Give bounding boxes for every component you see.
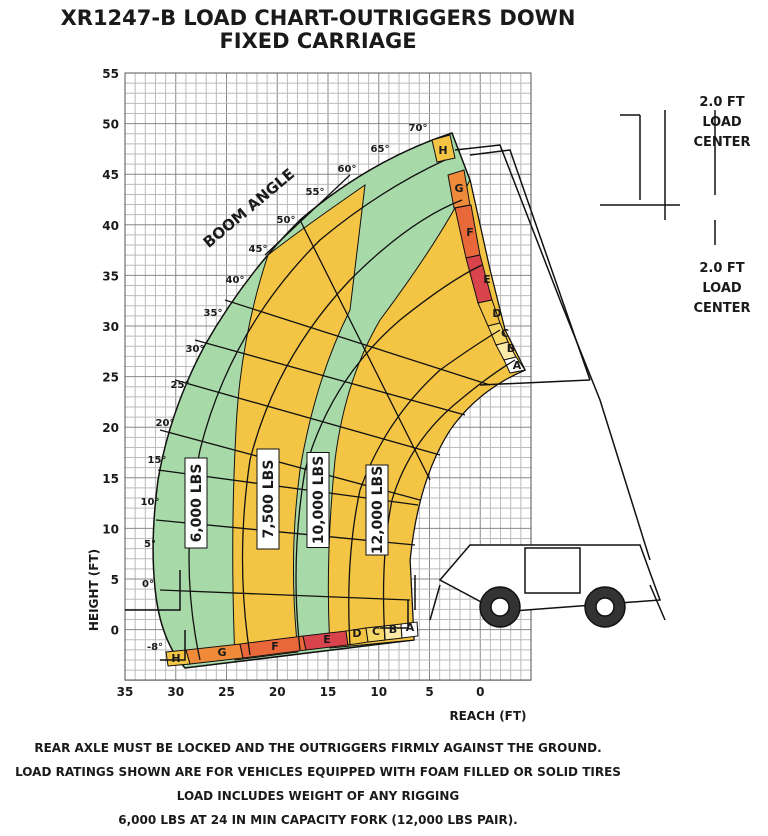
boom-angle: 35° (204, 308, 223, 319)
y-tick-label: 0 (111, 624, 119, 638)
load-label: 6,000 LBS (189, 464, 205, 543)
zone-letter: A (406, 621, 415, 634)
load-box (256, 448, 280, 550)
y-axis-label: HEIGHT (FT) (87, 549, 101, 631)
zone-letter: D (352, 627, 361, 640)
boom-angle: 70° (409, 123, 428, 134)
boom-angle: 40° (226, 275, 245, 286)
zone-strips (165, 134, 526, 667)
y-tick-label: 25 (102, 371, 119, 385)
y-tick-label: 10 (102, 522, 119, 536)
note: REAR AXLE MUST BE LOCKED AND THE OUTRIGG… (34, 741, 601, 755)
zone-letter: G (454, 182, 463, 195)
load-label: 10,000 LBS (311, 456, 327, 545)
load-center-label: LOAD (702, 281, 742, 296)
x-tick-label: 0 (476, 685, 484, 699)
boom-angle: 55° (306, 187, 325, 198)
title: FIXED CARRIAGE (219, 29, 416, 53)
load-box (365, 464, 389, 556)
boom-angle: 10° (141, 497, 160, 508)
title: XR1247-B LOAD CHART-OUTRIGGERS DOWN (61, 6, 576, 30)
load-center-label: LOAD (702, 115, 742, 130)
zone-letter: C (501, 327, 509, 340)
x-tick-label: 20 (269, 685, 286, 699)
y-tick-label: 40 (102, 219, 119, 233)
note: LOAD INCLUDES WEIGHT OF ANY RIGGING (177, 789, 459, 803)
load-center-label: CENTER (693, 301, 750, 316)
zone-letter: F (271, 640, 279, 653)
zone-letter: E (483, 273, 491, 286)
y-tick-label: 55 (102, 67, 119, 81)
load-box (184, 457, 208, 549)
load-label: 12,000 LBS (370, 466, 386, 555)
boom-angle: 65° (371, 144, 390, 155)
x-tick-label: 35 (117, 685, 134, 699)
x-tick-label: 10 (370, 685, 387, 699)
boom-angle: 0° (142, 579, 154, 590)
boom-angle: 60° (338, 164, 357, 175)
plot-frame (124, 72, 532, 681)
y-tick-label: 30 (102, 320, 119, 334)
zone-letter: H (171, 652, 180, 665)
zone-letter: B (389, 623, 397, 636)
boom-angle: 50° (277, 215, 296, 226)
load-center-label: 2.0 FT (699, 261, 744, 276)
zone-letter: H (438, 144, 447, 157)
x-tick-label: 15 (320, 685, 337, 699)
zone-letter: B (507, 342, 515, 355)
note: LOAD RATINGS SHOWN ARE FOR VEHICLES EQUI… (15, 765, 621, 779)
zone-letter: F (466, 226, 474, 239)
y-tick-label: 20 (102, 421, 119, 435)
boom-angle: 25° (171, 380, 190, 391)
machine (125, 110, 716, 661)
y-tick-label: 45 (102, 168, 119, 182)
x-tick-label: 30 (167, 685, 184, 699)
load-center-label: CENTER (693, 135, 750, 150)
zone-letter: C (372, 625, 380, 638)
boom-angle: 45° (249, 244, 268, 255)
zone-letter: E (323, 633, 331, 646)
x-axis-label: REACH (FT) (449, 709, 526, 723)
zone-letter: G (217, 646, 226, 659)
zone-letter: D (492, 307, 501, 320)
boom-angle: 20° (156, 418, 175, 429)
y-tick-label: 35 (102, 269, 119, 283)
boom-angle: 5° (144, 539, 156, 550)
x-tick-label: 5 (425, 685, 433, 699)
y-tick-label: 15 (102, 472, 119, 486)
x-tick-label: 25 (218, 685, 235, 699)
load-label: 7,500 LBS (261, 460, 277, 539)
zone-letter: A (513, 359, 522, 372)
boom-angle: 30° (186, 344, 205, 355)
load-box (306, 452, 330, 548)
y-tick-label: 5 (111, 573, 119, 587)
note: 6,000 LBS AT 24 IN MIN CAPACITY FORK (12… (118, 813, 517, 827)
boom-angle: -8° (147, 642, 163, 653)
load-center-label: 2.0 FT (699, 95, 744, 110)
y-tick-label: 50 (102, 118, 119, 132)
boom-angle: 15° (148, 455, 167, 466)
